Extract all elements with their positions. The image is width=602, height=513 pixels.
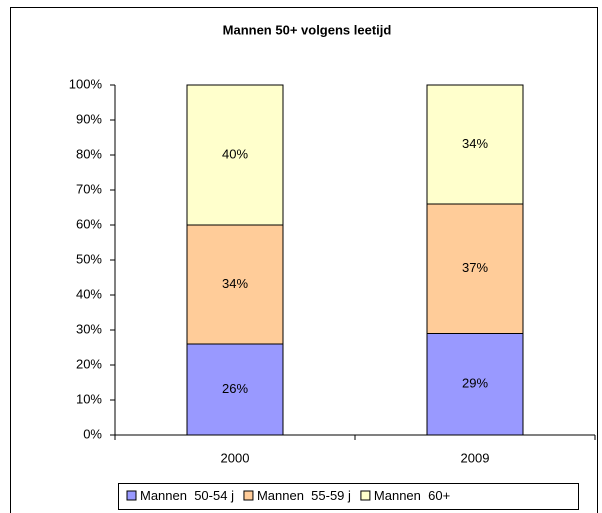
data-label: 37% — [462, 260, 488, 275]
y-tick-label: 20% — [76, 356, 102, 371]
y-tick-label: 80% — [76, 146, 102, 161]
x-tick-label: 2009 — [461, 450, 490, 465]
y-tick-label: 0% — [83, 426, 102, 441]
legend-swatch — [126, 490, 137, 501]
data-label: 34% — [462, 136, 488, 151]
legend-label: Mannen 55-59 j — [257, 488, 351, 503]
y-tick-label: 30% — [76, 321, 102, 336]
y-tick-label: 50% — [76, 251, 102, 266]
y-tick-label: 40% — [76, 286, 102, 301]
data-label: 40% — [222, 146, 248, 161]
y-tick-label: 60% — [76, 216, 102, 231]
bar-segment — [186, 84, 284, 226]
x-tick-label: 2000 — [221, 450, 250, 465]
y-tick-label: 70% — [76, 181, 102, 196]
bar-segment — [186, 343, 284, 436]
bar-segment — [186, 224, 284, 345]
y-tick-label: 10% — [76, 391, 102, 406]
bar-segment — [426, 333, 524, 436]
bar-segment — [426, 203, 524, 334]
legend-label: Mannen 60+ — [374, 488, 450, 503]
data-label: 26% — [222, 381, 248, 396]
legend-swatch — [243, 490, 254, 501]
y-tick-label: 100% — [69, 76, 103, 91]
data-label: 29% — [462, 376, 488, 391]
data-label: 34% — [222, 276, 248, 291]
y-tick-label: 90% — [76, 111, 102, 126]
bar-segment — [426, 84, 524, 205]
legend-swatch — [360, 490, 371, 501]
legend-box — [118, 483, 579, 510]
chart-title: Mannen 50+ volgens leetijd — [223, 22, 392, 37]
legend-label: Mannen 50-54 j — [140, 488, 234, 503]
